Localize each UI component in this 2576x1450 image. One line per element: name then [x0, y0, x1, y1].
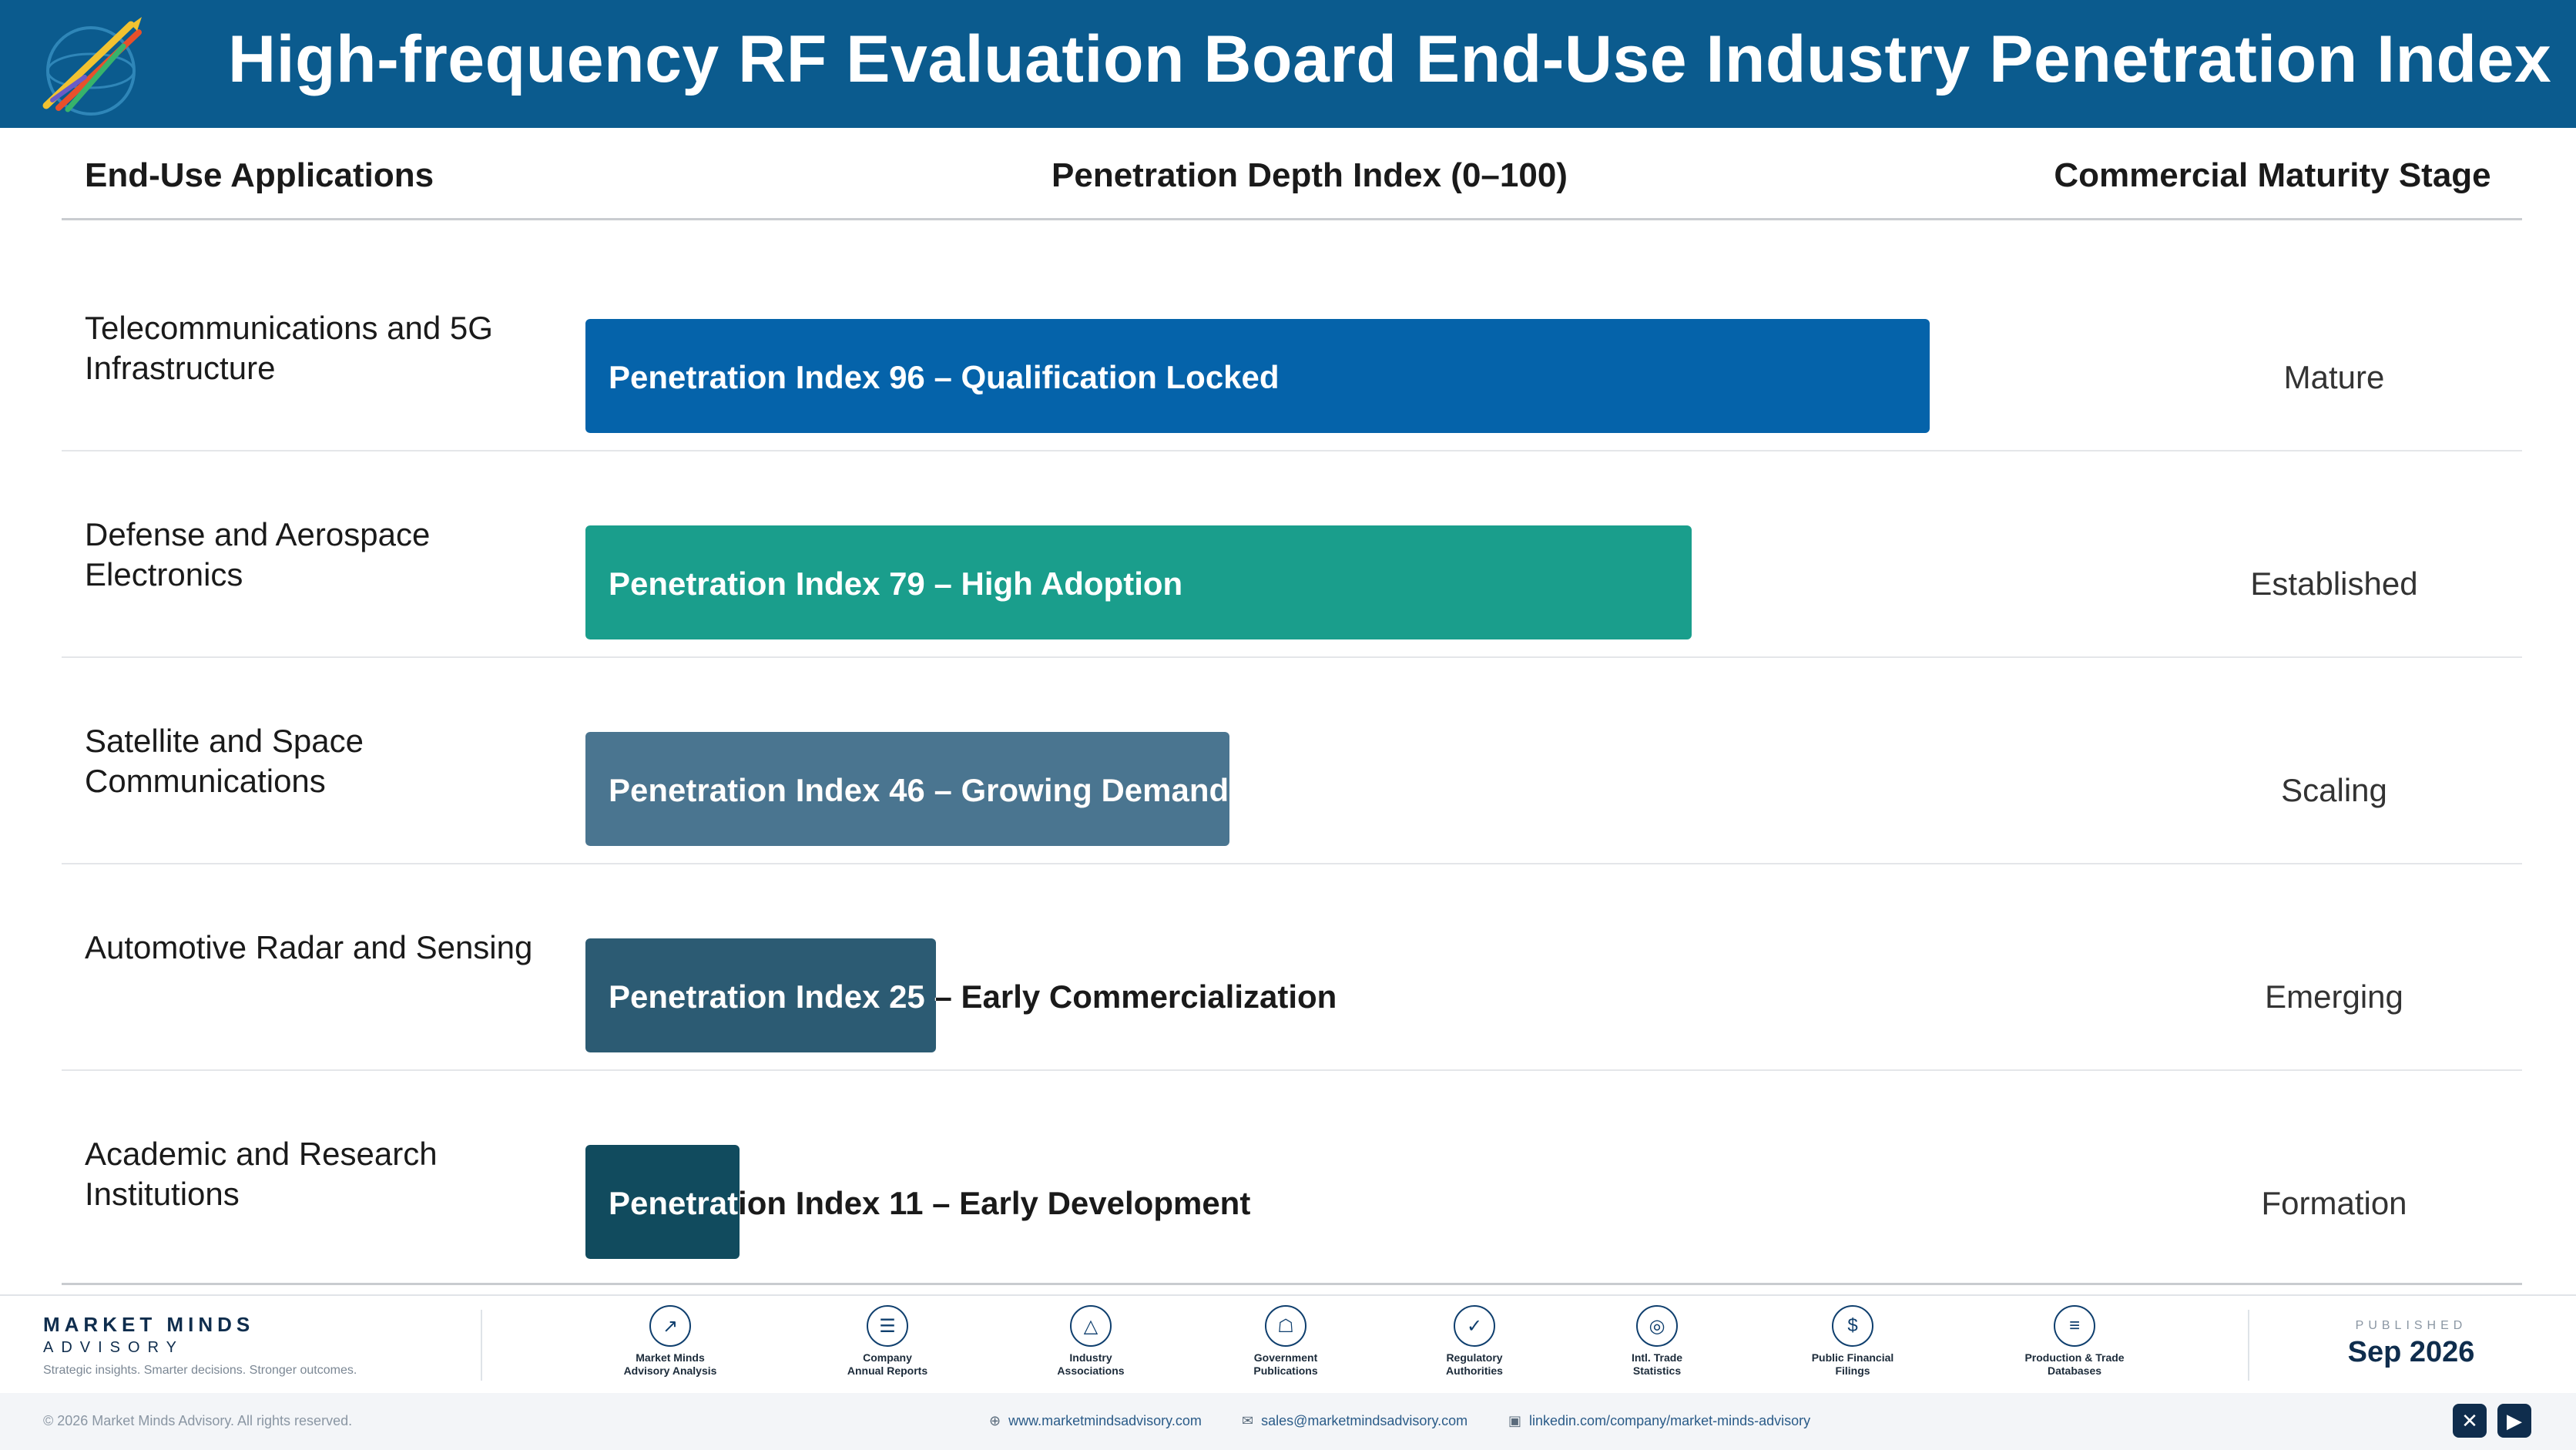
footer: MARKET MINDS ADVISORY Strategic insights…	[0, 1294, 2576, 1450]
source-label: Regulatory	[1446, 1351, 1503, 1364]
brand-name: MARKET MINDS	[43, 1313, 255, 1336]
source-label: Production & Trade	[2024, 1351, 2125, 1364]
bar-value-text: Penetration Index 46 – Growing Demand	[609, 772, 1229, 808]
source-annual-reports: ☰ Company Annual Reports	[822, 1305, 953, 1378]
source-regulatory-authorities: ✓ Regulatory Authorities	[1409, 1305, 1540, 1378]
penetration-bar	[585, 525, 1692, 639]
bar-value-text-overlay: Penetration Index 25 – Early Commerciali…	[609, 978, 936, 1015]
source-financial-filings: $ Public Financial Filings	[1787, 1305, 1918, 1378]
application-label: Telecommunications and 5G Infrastructure	[85, 310, 493, 386]
chart-line-icon: ↗	[649, 1305, 691, 1347]
application-label: Automotive Radar and Sensing	[85, 929, 533, 965]
website-text[interactable]: www.marketmindsadvisory.com	[1008, 1413, 1202, 1428]
dollar-icon: $	[1832, 1305, 1873, 1347]
source-label: Authorities	[1446, 1364, 1503, 1377]
chart-row: Automotive Radar and Sensing Penetration …	[62, 864, 2522, 1071]
column-header-depth: Penetration Depth Index (0–100)	[1052, 156, 1568, 194]
shield-icon: ✓	[1454, 1305, 1495, 1347]
chart-row: Telecommunications and 5G Infrastructure…	[62, 245, 2522, 451]
source-trade-statistics: ◎ Intl. Trade Statistics	[1592, 1305, 1722, 1378]
row-divider	[62, 863, 2522, 864]
source-label: Statistics	[1632, 1364, 1682, 1377]
source-label: Databases	[2047, 1364, 2102, 1377]
globe-icon: ◎	[1636, 1305, 1678, 1347]
source-label: Associations	[1057, 1364, 1125, 1377]
linkedin-icon: ▣	[1508, 1413, 1522, 1428]
maturity-stage: Mature	[2283, 359, 2385, 395]
database-icon: ≡	[2054, 1305, 2095, 1347]
network-icon: △	[1070, 1305, 1112, 1347]
penetration-bar	[585, 732, 1229, 846]
x-social-icon[interactable]: ✕	[2453, 1404, 2487, 1438]
source-industry-associations: △ Industry Associations	[1025, 1305, 1156, 1378]
bar-value-label: Penetration Index 46 – Growing Demand Pen…	[609, 772, 1229, 809]
mail-icon: ✉	[1242, 1413, 1254, 1428]
chart-row: Satellite and Space Communications Penetr…	[62, 658, 2522, 864]
chart-row: Academic and Research Institutions Penetr…	[62, 1071, 2522, 1277]
header-divider	[62, 218, 2522, 220]
penetration-bar	[585, 938, 936, 1052]
bar-value-text: Penetration Index 79 – High Adoption	[609, 566, 1183, 602]
row-divider	[62, 1069, 2522, 1071]
linkedin-text[interactable]: linkedin.com/company/market-minds-adviso…	[1529, 1413, 1811, 1428]
maturity-stage: Emerging	[2265, 978, 2403, 1015]
source-market-minds: ↗ Market Minds Advisory Analysis	[605, 1305, 736, 1378]
application-label: Academic and Research Institutions	[85, 1136, 438, 1212]
footer-sources-bar: MARKET MINDS ADVISORY Strategic insights…	[0, 1294, 2576, 1393]
source-trade-databases: ≡ Production & Trade Databases	[2009, 1305, 2140, 1378]
logo-icon	[42, 17, 142, 116]
application-label: Satellite and Space Communications	[85, 723, 364, 799]
bar-value-label: Penetration Index 11 – Early Development…	[609, 1185, 1250, 1222]
source-label: Advisory Analysis	[623, 1364, 717, 1377]
source-label: Publications	[1253, 1364, 1318, 1377]
document-icon: ☰	[867, 1305, 908, 1347]
chart-row: Defense and Aerospace Electronics Penetra…	[62, 451, 2522, 658]
row-divider	[62, 656, 2522, 658]
maturity-stage: Scaling	[2281, 772, 2387, 808]
bar-value-text: Penetration Index 11 – Early Development	[609, 1185, 1251, 1221]
linkedin-link[interactable]: ▣ linkedin.com/company/market-minds-advis…	[1508, 1413, 1810, 1429]
row-divider	[62, 450, 2522, 451]
brand-tagline: Strategic insights. Smarter decisions. S…	[43, 1364, 357, 1377]
bank-icon: ☖	[1265, 1305, 1306, 1347]
bar-value-label: Penetration Index 25 – Early Commerciali…	[609, 978, 1337, 1015]
bar-value-text-overlay: Penetration Index 11 – Early Development	[609, 1185, 740, 1221]
bar-value-label: Penetration Index 96 – Qualification Loc…	[609, 359, 1280, 396]
penetration-bar	[585, 319, 1930, 433]
brand-subtitle: ADVISORY	[43, 1339, 184, 1356]
bar-value-label: Penetration Index 79 – High Adoption	[609, 566, 1182, 602]
bar-value-text: Penetration Index 25 – Early Commerciali…	[609, 978, 1337, 1015]
footer-divider	[481, 1310, 482, 1381]
source-label: Government	[1253, 1351, 1318, 1364]
column-header-applications: End-Use Applications	[85, 156, 434, 194]
email-text[interactable]: sales@marketmindsadvisory.com	[1261, 1413, 1468, 1428]
bar-value-text: Penetration Index 96 – Qualification Loc…	[609, 359, 1280, 395]
chart-bottom-divider	[62, 1283, 2522, 1285]
source-label: Filings	[1835, 1364, 1870, 1377]
source-label: Market Minds	[636, 1351, 705, 1364]
globe-icon: ⊕	[989, 1413, 1001, 1428]
source-label: Company	[863, 1351, 912, 1364]
maturity-stage: Established	[2250, 566, 2418, 602]
column-header-stage: Commercial Maturity Stage	[2054, 156, 2491, 194]
bar-value-text-overlay: Penetration Index 46 – Growing Demand	[609, 772, 1229, 808]
published-date: Sep 2026	[2347, 1336, 2475, 1368]
source-label: Intl. Trade	[1631, 1351, 1683, 1364]
website-link[interactable]: ⊕ www.marketmindsadvisory.com	[989, 1413, 1202, 1429]
source-label: Industry	[1069, 1351, 1112, 1364]
footer-divider	[2248, 1310, 2249, 1381]
published-label: PUBLISHED	[2355, 1319, 2467, 1332]
source-label: Public Financial	[1811, 1351, 1894, 1364]
copyright: © 2026 Market Minds Advisory. All rights…	[43, 1413, 353, 1428]
header-banner: High-frequency RF Evaluation Board End-U…	[0, 0, 2576, 128]
source-label: Annual Reports	[847, 1364, 928, 1377]
page-title: High-frequency RF Evaluation Board End-U…	[228, 22, 2552, 96]
penetration-bar	[585, 1145, 740, 1259]
source-government-publications: ☖ Government Publications	[1220, 1305, 1351, 1378]
email-link[interactable]: ✉ sales@marketmindsadvisory.com	[1242, 1413, 1467, 1429]
maturity-stage: Formation	[2261, 1185, 2407, 1221]
youtube-social-icon[interactable]: ▶	[2497, 1404, 2531, 1438]
application-label: Defense and Aerospace Electronics	[85, 516, 431, 592]
